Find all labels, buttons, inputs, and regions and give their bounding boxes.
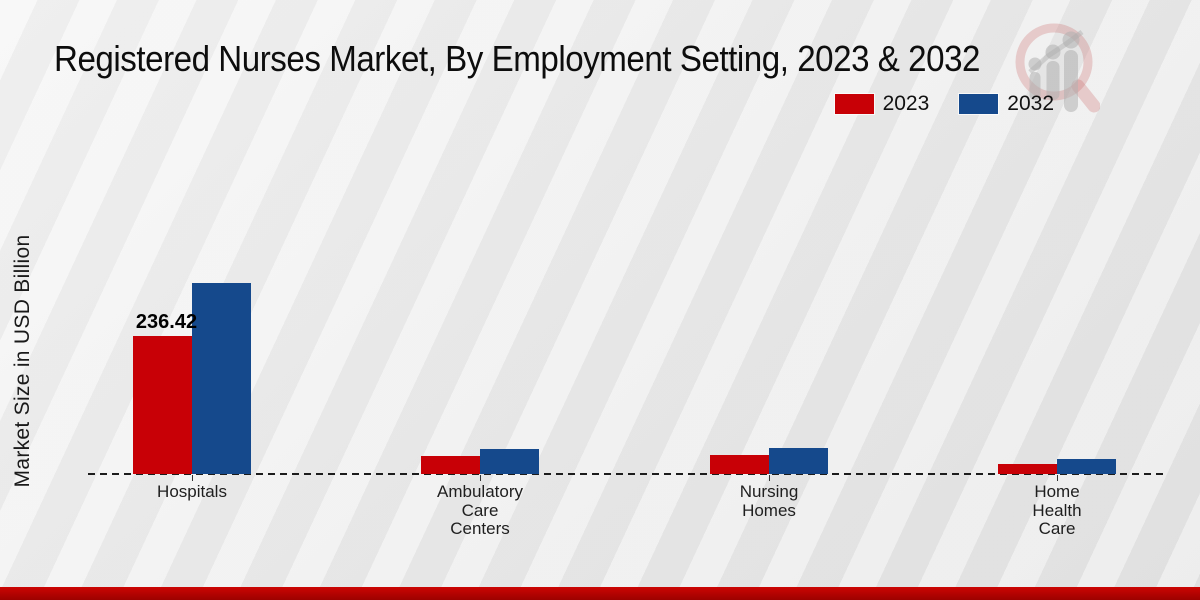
bar-2023-ambulatory-care-centers: [421, 456, 480, 474]
category-label-nursing-homes: Nursing Homes: [739, 482, 799, 520]
legend-swatch-2023: [834, 94, 874, 114]
x-axis-line: [88, 473, 1163, 475]
footer-red-bar: [0, 587, 1200, 600]
chart-title: Registered Nurses Market, By Employment …: [54, 38, 980, 79]
bar-2023-hospitals: [133, 336, 192, 474]
bar-2023-nursing-homes: [710, 455, 769, 474]
legend-item-2023: 2023: [834, 92, 930, 116]
x-tick: [1057, 475, 1058, 481]
bar-2032-ambulatory-care-centers: [480, 449, 539, 474]
bar-value-label: 236.42: [135, 311, 198, 333]
legend-item-2032: 2032: [959, 92, 1054, 116]
x-tick: [480, 475, 481, 481]
bar-2032-home-health-care: [1057, 459, 1116, 474]
legend: 2023 2032: [834, 92, 1054, 116]
category-label-hospitals: Hospitals: [157, 482, 227, 501]
category-label-home-health-care: Home Health Care: [1032, 482, 1082, 538]
category-label-ambulatory-care-centers: Ambulatory Care Centers: [437, 482, 523, 538]
bar-2023-home-health-care: [998, 464, 1057, 474]
magnifier-bar-chart-logo: [1008, 20, 1101, 116]
legend-swatch-2032: [959, 94, 999, 114]
bar-2032-hospitals: [192, 283, 251, 474]
bar-2032-nursing-homes: [769, 448, 828, 474]
watermark-svg: [1015, 23, 1101, 113]
legend-label: 2023: [882, 92, 930, 115]
x-tick: [769, 475, 770, 481]
x-tick: [192, 475, 193, 481]
legend-label: 2032: [1007, 92, 1054, 115]
